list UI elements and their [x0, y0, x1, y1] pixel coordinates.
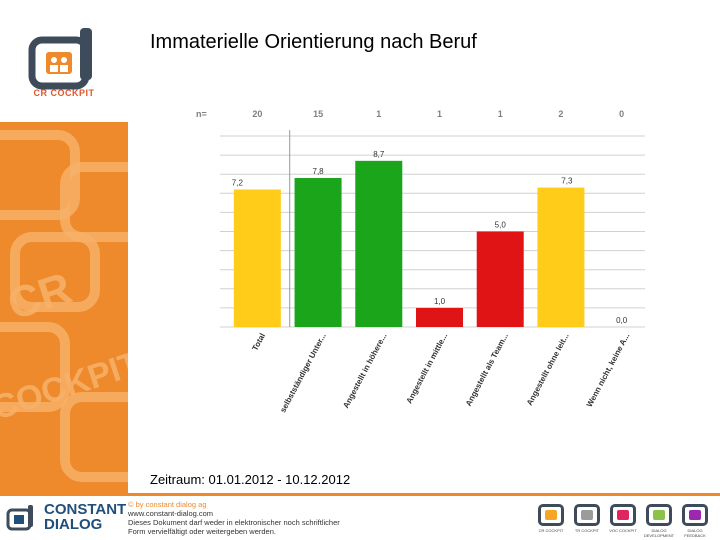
sidebar-watermark-area: CR COCKPIT	[0, 122, 128, 493]
category-label: Total	[250, 332, 267, 353]
icon-caption: DIALOG DEVELOPMENT	[643, 528, 675, 538]
voc-cockpit-icon[interactable]	[610, 504, 636, 526]
bar	[537, 187, 585, 327]
value-label: 7,3	[561, 177, 573, 186]
icon-caption: DIALOG FEEDBACK	[684, 528, 706, 538]
n-count: 20	[252, 109, 262, 119]
n-count: 2	[558, 109, 563, 119]
period-label: Zeitraum: 01.01.2012 - 10.12.2012	[150, 472, 351, 487]
footer-brand-line1: CONSTANT	[44, 501, 127, 518]
constant-dialog-logo	[6, 505, 33, 531]
value-label: 7,2	[232, 178, 244, 187]
bar	[294, 178, 342, 327]
footer-copyright: © by constant dialog ag www.constant-dia…	[128, 500, 340, 536]
n-count: 1	[376, 109, 381, 119]
n-count: 15	[313, 109, 323, 119]
watermark-shape	[10, 232, 100, 312]
category-label: Angestellt in höhere...	[341, 332, 388, 410]
footer-line: www.constant-dialog.com	[128, 509, 214, 518]
n-count: 0	[619, 109, 624, 119]
bar-chart: n= 20 7,2 Total 15 7,8 selbstständiger Unter..…	[180, 100, 680, 430]
category-label: selbstständiger Unter...	[278, 332, 327, 414]
footer-line: Dieses Dokument darf weder in elektronis…	[128, 518, 340, 527]
value-label: 8,7	[373, 150, 385, 159]
category-label: Angestellt in mittle...	[405, 332, 450, 405]
watermark-shape	[60, 162, 128, 242]
category-label: Angestellt als Team...	[464, 332, 510, 408]
logo-caption: CR COCKPIT	[33, 88, 95, 98]
footer-brand-line2: DIALOG	[44, 516, 103, 533]
cr-cockpit-logo	[28, 28, 92, 90]
bar	[476, 231, 524, 327]
footer-divider	[0, 493, 720, 496]
icon-caption: TR COCKPIT	[574, 528, 600, 533]
tr-cockpit-icon[interactable]	[574, 504, 600, 526]
value-label: 0,0	[616, 316, 628, 325]
bar	[233, 189, 281, 327]
n-label: n=	[196, 109, 207, 119]
value-label: 1,0	[434, 297, 446, 306]
dialog-development-icon[interactable]	[646, 504, 672, 526]
icon-caption: VOC COCKPIT	[609, 528, 637, 533]
footer-brand: CONSTANT DIALOG	[44, 502, 126, 532]
page-title: Immaterielle Orientierung nach Beruf	[150, 31, 477, 53]
dialog-feedback-icon[interactable]	[682, 504, 708, 526]
n-count: 1	[498, 109, 503, 119]
watermark-shape	[60, 392, 128, 482]
n-count: 1	[437, 109, 442, 119]
cr-cockpit-icon[interactable]	[538, 504, 564, 526]
category-label: Angestellt ohne leit...	[525, 332, 571, 407]
value-label: 5,0	[495, 221, 507, 230]
watermark-shape	[0, 322, 70, 412]
icon-caption: CR COCKPIT	[538, 528, 564, 533]
bar	[416, 307, 463, 327]
footer: CONSTANT DIALOG © by constant dialog ag …	[0, 496, 720, 540]
value-label: 7,8	[313, 167, 325, 176]
category-label: Wenn nicht, keine A...	[585, 332, 632, 409]
footer-line: Form vervielfältigt oder weitergeben wer…	[128, 527, 276, 536]
footer-line: © by constant dialog ag	[128, 500, 207, 509]
bar	[355, 160, 403, 327]
brand-sidebar: CR COCKPIT CR COCKPIT	[0, 0, 128, 493]
